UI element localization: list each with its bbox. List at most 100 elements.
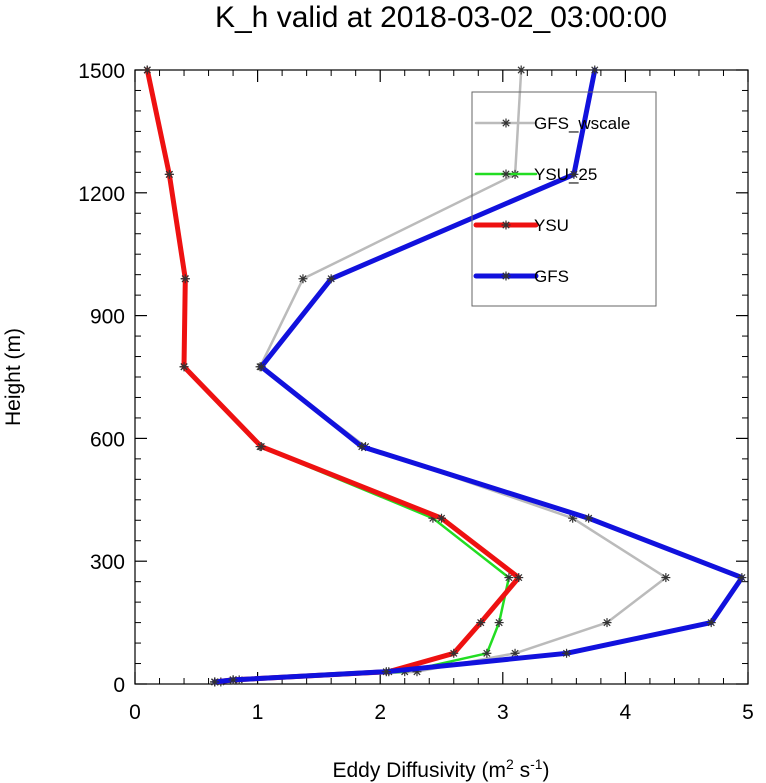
marker-stroke xyxy=(257,363,265,371)
data-point-gfs xyxy=(562,648,572,658)
marker-stroke xyxy=(502,170,510,178)
legend-label: YSU xyxy=(534,216,569,235)
data-point-ysu xyxy=(256,442,266,452)
x-tick-label: 2 xyxy=(374,701,386,724)
marker-stroke xyxy=(211,678,219,686)
series-markers-gfs-wscale xyxy=(216,65,671,687)
marker-stroke xyxy=(299,275,307,283)
data-point-gfs xyxy=(357,442,367,452)
x-tick-label: 1 xyxy=(252,701,264,724)
data-point-ysu-25 xyxy=(494,618,504,628)
legend-box xyxy=(471,91,657,307)
x-axis-label-end: ) xyxy=(543,759,550,782)
marker-stroke xyxy=(505,573,513,582)
data-point-gfs xyxy=(256,362,266,372)
marker-stroke xyxy=(143,66,151,74)
marker-stroke xyxy=(502,272,510,280)
marker-stroke xyxy=(570,170,578,178)
data-point-ysu xyxy=(142,65,152,75)
data-point-gfs-wscale xyxy=(516,65,526,75)
data-point-gfs-wscale xyxy=(298,274,308,284)
y-tick-label: 1500 xyxy=(78,60,125,83)
chart-title: K_h valid at 2018-03-02_03:00:00 xyxy=(215,1,667,34)
legend-label: GFS_wscale xyxy=(534,114,630,133)
x-axis-label-main: Eddy Diffusivity (m xyxy=(332,759,506,782)
data-point-ysu xyxy=(180,274,190,284)
y-tick-label: 300 xyxy=(90,551,125,574)
marker-stroke xyxy=(511,649,519,657)
data-point-gfs xyxy=(737,573,747,583)
marker-stroke xyxy=(517,66,525,74)
legend: GFS_wscale YSU_25 YSU GFS xyxy=(471,91,657,307)
series-line-ysu xyxy=(144,67,522,685)
x-axis-label: Eddy Diffusivity (m2 s-1) xyxy=(332,756,549,782)
y-tick-label: 600 xyxy=(90,428,125,451)
marker-stroke xyxy=(382,668,390,676)
marker-stroke xyxy=(477,618,485,627)
y-tick-label: 0 xyxy=(113,674,125,697)
legend-marker xyxy=(501,220,511,230)
marker-stroke xyxy=(591,66,599,74)
legend-marker xyxy=(501,169,511,179)
series-markers-ysu xyxy=(142,65,524,687)
marker-stroke xyxy=(662,573,670,582)
series-line-gfs xyxy=(212,67,745,685)
series-markers-gfs xyxy=(210,65,747,687)
data-point-gfs xyxy=(584,513,594,523)
marker-stroke xyxy=(437,514,446,522)
data-point-gfs xyxy=(228,675,238,685)
marker-stroke xyxy=(738,573,746,582)
data-point-gfs-wscale xyxy=(602,618,612,628)
marker-stroke xyxy=(562,649,571,657)
marker-stroke xyxy=(180,363,188,371)
data-point-gfs-wscale xyxy=(661,573,671,583)
data-point-ysu xyxy=(179,362,189,372)
legend-item: GFS xyxy=(473,267,569,286)
data-point-ysu xyxy=(164,169,174,179)
legend-label: GFS xyxy=(534,267,569,286)
series-markers-ysu-25 xyxy=(142,65,514,687)
x-axis-label-mid: s xyxy=(514,759,530,782)
legend-marker xyxy=(501,271,511,281)
legend-item: GFS_wscale xyxy=(474,114,630,133)
marker-stroke xyxy=(707,618,715,627)
series-line-ysu-25 xyxy=(146,68,511,684)
marker-stroke xyxy=(165,170,173,178)
marker-stroke xyxy=(502,119,510,127)
data-point-ysu xyxy=(476,618,486,628)
marker-stroke xyxy=(502,221,510,229)
x-axis-label-sup2: -1 xyxy=(530,756,543,772)
series-line-gfs-wscale xyxy=(219,68,668,684)
data-point-gfs xyxy=(326,274,336,284)
data-point-ysu xyxy=(437,513,446,523)
legend-marker xyxy=(501,118,511,128)
legend-item: YSU_25 xyxy=(474,165,597,184)
marker-stroke xyxy=(450,649,458,657)
data-point-ysu xyxy=(514,573,524,583)
marker-stroke xyxy=(358,442,366,451)
x-axis-label-sup1: 2 xyxy=(506,756,514,772)
x-tick-label: 0 xyxy=(129,701,141,724)
marker-stroke xyxy=(515,573,523,582)
marker-stroke xyxy=(229,676,237,684)
plot-area: 0 1 2 3 4 5 0 300 600 900 1200 1500 GFS_wscale YSU_25… xyxy=(78,60,754,724)
data-point-gfs xyxy=(569,169,579,179)
y-tick-label: 1200 xyxy=(78,183,125,206)
y-tick-label: 900 xyxy=(90,306,125,329)
marker-stroke xyxy=(327,275,335,283)
data-point-ysu-25 xyxy=(482,648,492,658)
data-point-ysu-25 xyxy=(504,573,514,583)
marker-stroke xyxy=(257,442,265,451)
marker-stroke xyxy=(181,275,189,283)
data-point-gfs xyxy=(590,65,600,75)
data-point-gfs xyxy=(706,618,716,628)
x-tick-label: 3 xyxy=(497,701,509,724)
data-point-ysu xyxy=(449,648,459,658)
marker-stroke xyxy=(603,618,611,627)
marker-stroke xyxy=(585,514,593,522)
x-tick-label: 5 xyxy=(742,701,754,724)
y-axis-label: Height (m) xyxy=(2,328,25,426)
data-point-gfs xyxy=(381,667,391,677)
marker-stroke xyxy=(495,618,503,627)
